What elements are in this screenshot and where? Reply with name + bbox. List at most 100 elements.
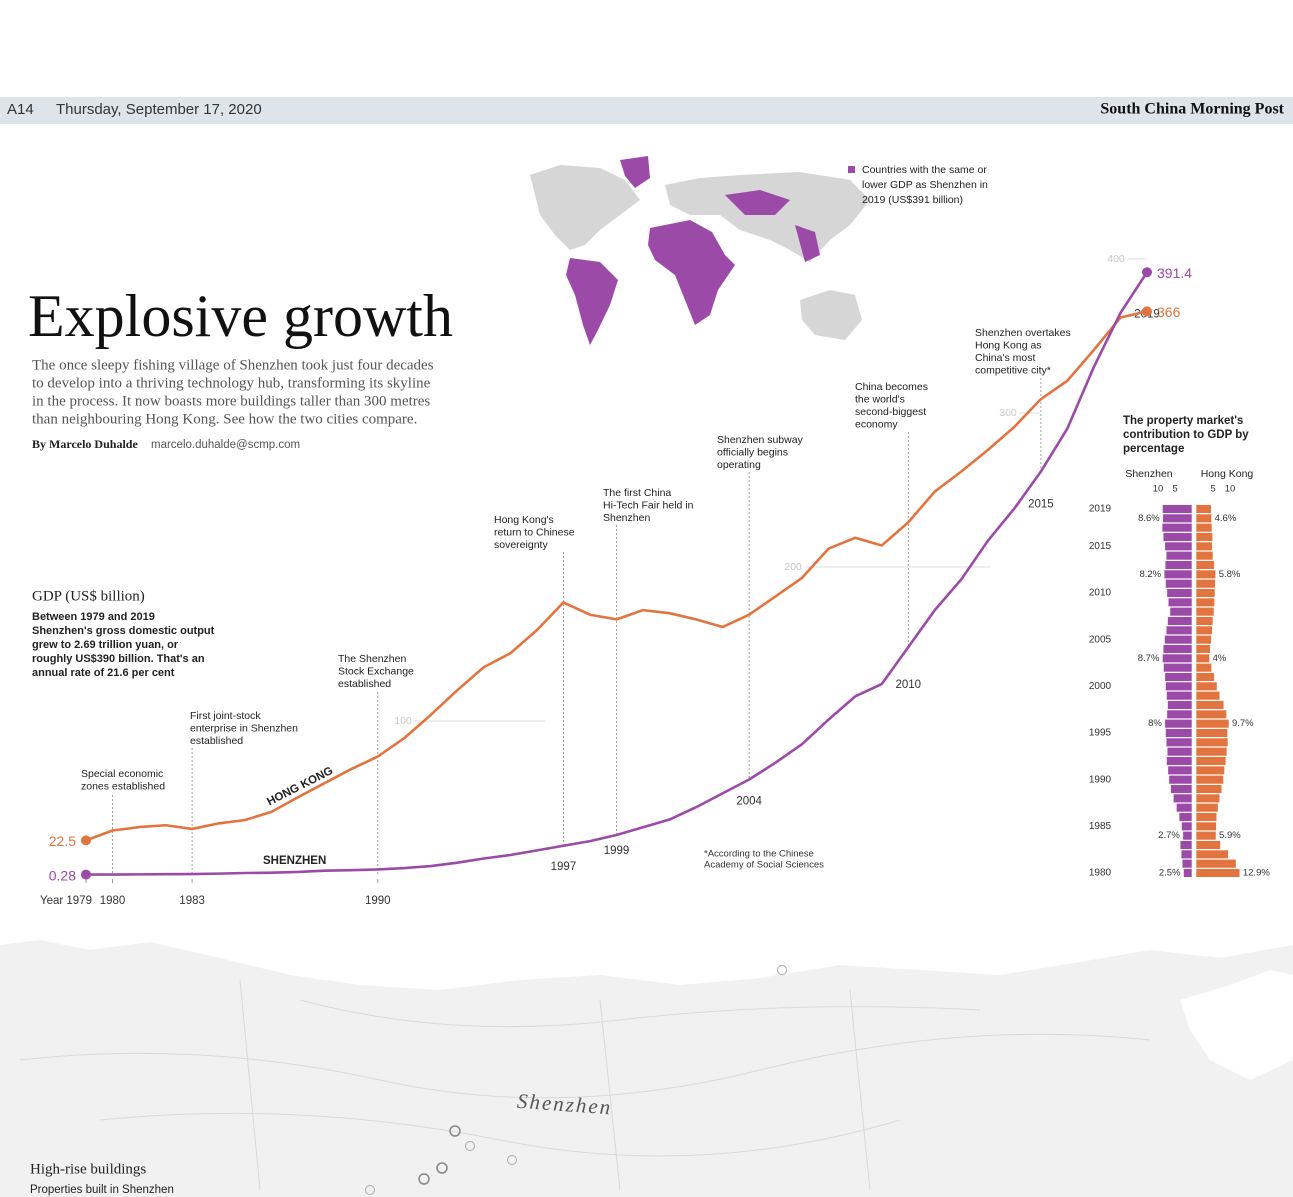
annotation-line: economy	[855, 418, 898, 430]
y-tick-label: 2005	[1089, 634, 1112, 645]
header-bar	[0, 97, 1293, 124]
byline-email: marcelo.duhalde@scmp.com	[151, 439, 300, 451]
series-name: HONG KONG	[265, 765, 335, 808]
bar	[1195, 728, 1228, 738]
y-tick-label: 1980	[1089, 868, 1112, 879]
footnote: Academy of Social Sciences	[704, 860, 824, 871]
annotation-year: 1997	[551, 861, 577, 873]
annotation-year: 2015	[1028, 499, 1054, 511]
series-line	[85, 271, 1149, 876]
bar	[1161, 522, 1193, 533]
bar	[1195, 597, 1216, 608]
bar	[1163, 569, 1193, 580]
y-tick-label: 2010	[1089, 588, 1112, 599]
bar	[1195, 774, 1224, 785]
end-value-label: 391.4	[1157, 265, 1192, 281]
bar	[1165, 550, 1193, 561]
map-title: High-rise buildings	[30, 1161, 146, 1177]
bar	[1195, 588, 1216, 598]
annotation-line: China becomes	[855, 381, 928, 393]
bar	[1195, 690, 1221, 701]
x-tick-label: 10	[1225, 484, 1236, 495]
value-label: 4%	[1213, 653, 1227, 664]
bar	[1164, 541, 1193, 552]
y-tick-label: 400	[1107, 253, 1125, 265]
footnote: *According to the Chinese	[704, 849, 814, 860]
annotation-line: Shenzhen overtakes	[975, 327, 1071, 339]
annotation-line: China's most	[975, 352, 1035, 364]
continent	[725, 190, 820, 262]
bar	[1195, 560, 1215, 570]
value-label: 12.9%	[1243, 868, 1270, 879]
bar	[1195, 756, 1227, 766]
value-label: 8%	[1148, 718, 1162, 729]
map-legend-line: Countries with the same or	[862, 164, 987, 176]
annotation-line: operating	[717, 459, 761, 471]
annotation-line: return to Chinese	[494, 526, 575, 538]
land	[0, 940, 1293, 1197]
value-label: 4.6%	[1215, 513, 1237, 524]
annotation-line: The first China	[603, 487, 671, 499]
bar	[1164, 672, 1193, 682]
bar	[1195, 802, 1219, 813]
masthead: South China Morning Post	[1100, 101, 1284, 118]
bar-chart-title: contribution to GDP by	[1123, 429, 1249, 441]
series-line	[85, 310, 1148, 842]
road	[19, 979, 1151, 1191]
annotation-line: First joint-stock	[190, 710, 261, 722]
end-point	[81, 835, 91, 846]
bar	[1195, 840, 1221, 850]
annotation-line: second-biggest	[855, 406, 926, 418]
x-tick-label: 1983	[179, 895, 205, 907]
x-tick-label: 1980	[100, 895, 126, 907]
bar	[1195, 812, 1218, 822]
map-legend-line: lower GDP as Shenzhen in	[862, 179, 988, 191]
annotation-line: Hong Kong as	[975, 339, 1042, 351]
x-tick-label: Year 1979	[40, 895, 92, 907]
annotation-line: Shenzhen	[603, 512, 650, 524]
value-label: 8.6%	[1138, 513, 1160, 524]
bar	[1181, 858, 1193, 869]
bar	[1195, 662, 1212, 673]
value-label: 5.8%	[1219, 569, 1241, 580]
bar	[1181, 821, 1193, 832]
byline-author: By Marcelo Duhalde	[32, 437, 138, 451]
bar	[1173, 793, 1193, 804]
end-value-label: 366	[1157, 304, 1181, 320]
x-tick-label: 10	[1153, 484, 1164, 495]
continent	[566, 258, 618, 345]
bar	[1183, 868, 1193, 878]
value-label: 9.7%	[1232, 718, 1254, 729]
y-tick-label: 100	[394, 715, 412, 727]
bar	[1165, 625, 1193, 636]
building-marker	[365, 1185, 375, 1195]
bar	[1165, 578, 1193, 589]
chart-description: Shenzhen's gross domestic output	[32, 625, 215, 637]
bar	[1164, 718, 1193, 729]
end-point	[1142, 306, 1152, 317]
continent	[800, 290, 862, 340]
annotation-line: The Shenzhen	[338, 653, 406, 665]
bar	[1195, 700, 1225, 710]
bar	[1180, 849, 1193, 860]
value-label: 8.7%	[1138, 653, 1160, 664]
page-number: A14	[7, 101, 34, 118]
building-marker	[436, 1162, 448, 1174]
annotation-line: established	[190, 735, 243, 747]
bar	[1163, 662, 1193, 673]
bar	[1195, 541, 1213, 552]
bar	[1195, 821, 1217, 832]
y-tick-label: 2015	[1089, 541, 1112, 552]
continent	[620, 156, 650, 188]
building-marker	[418, 1173, 430, 1185]
x-tick-label: 1990	[365, 895, 391, 907]
intro-line: in the process. It now boasts more build…	[32, 393, 430, 409]
bar	[1195, 606, 1215, 617]
bar	[1195, 513, 1212, 524]
y-tick-label: 2019	[1089, 504, 1112, 515]
annotation-line: enterprise in Shenzhen	[190, 722, 298, 734]
bar	[1195, 830, 1217, 841]
x-tick-label: 5	[1172, 484, 1177, 495]
intro-line: than neighbouring Hong Kong. See how the…	[32, 411, 417, 427]
bar	[1166, 690, 1193, 701]
